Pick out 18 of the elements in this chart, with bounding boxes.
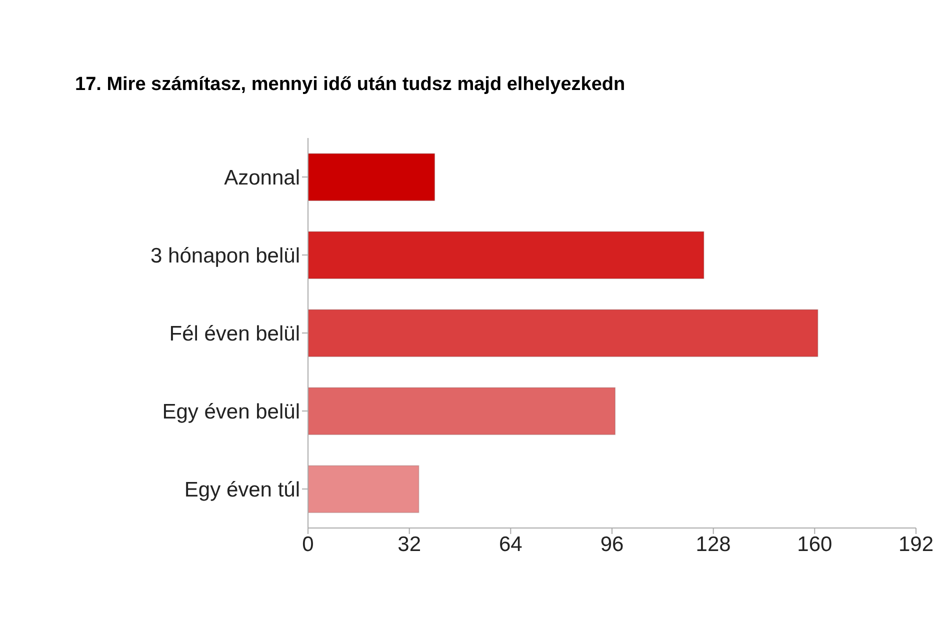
x-tick-label: 96 <box>600 532 624 556</box>
chart-title: 17. Mire számítasz, mennyi idő után tudsz majd elhelyezkedn <box>75 74 626 96</box>
y-tick-label: Fél éven belül <box>169 322 300 346</box>
y-tick-label: Egy éven túl <box>184 478 300 502</box>
x-tick-label: 32 <box>398 532 422 556</box>
y-tick-label: Azonnal <box>224 166 300 190</box>
x-tick-label: 0 <box>302 532 314 556</box>
x-tick-label: 192 <box>898 532 934 556</box>
bar <box>308 231 704 280</box>
x-tick-label: 160 <box>797 532 832 556</box>
x-tick-label: 64 <box>498 532 523 556</box>
bar <box>308 387 616 436</box>
bar <box>308 153 436 202</box>
y-tick-label: 3 hónapon belül <box>150 244 300 268</box>
bar <box>308 465 420 514</box>
bar <box>308 309 818 358</box>
y-tick-label: Egy éven belül <box>162 400 300 424</box>
x-tick-label: 128 <box>696 532 731 556</box>
